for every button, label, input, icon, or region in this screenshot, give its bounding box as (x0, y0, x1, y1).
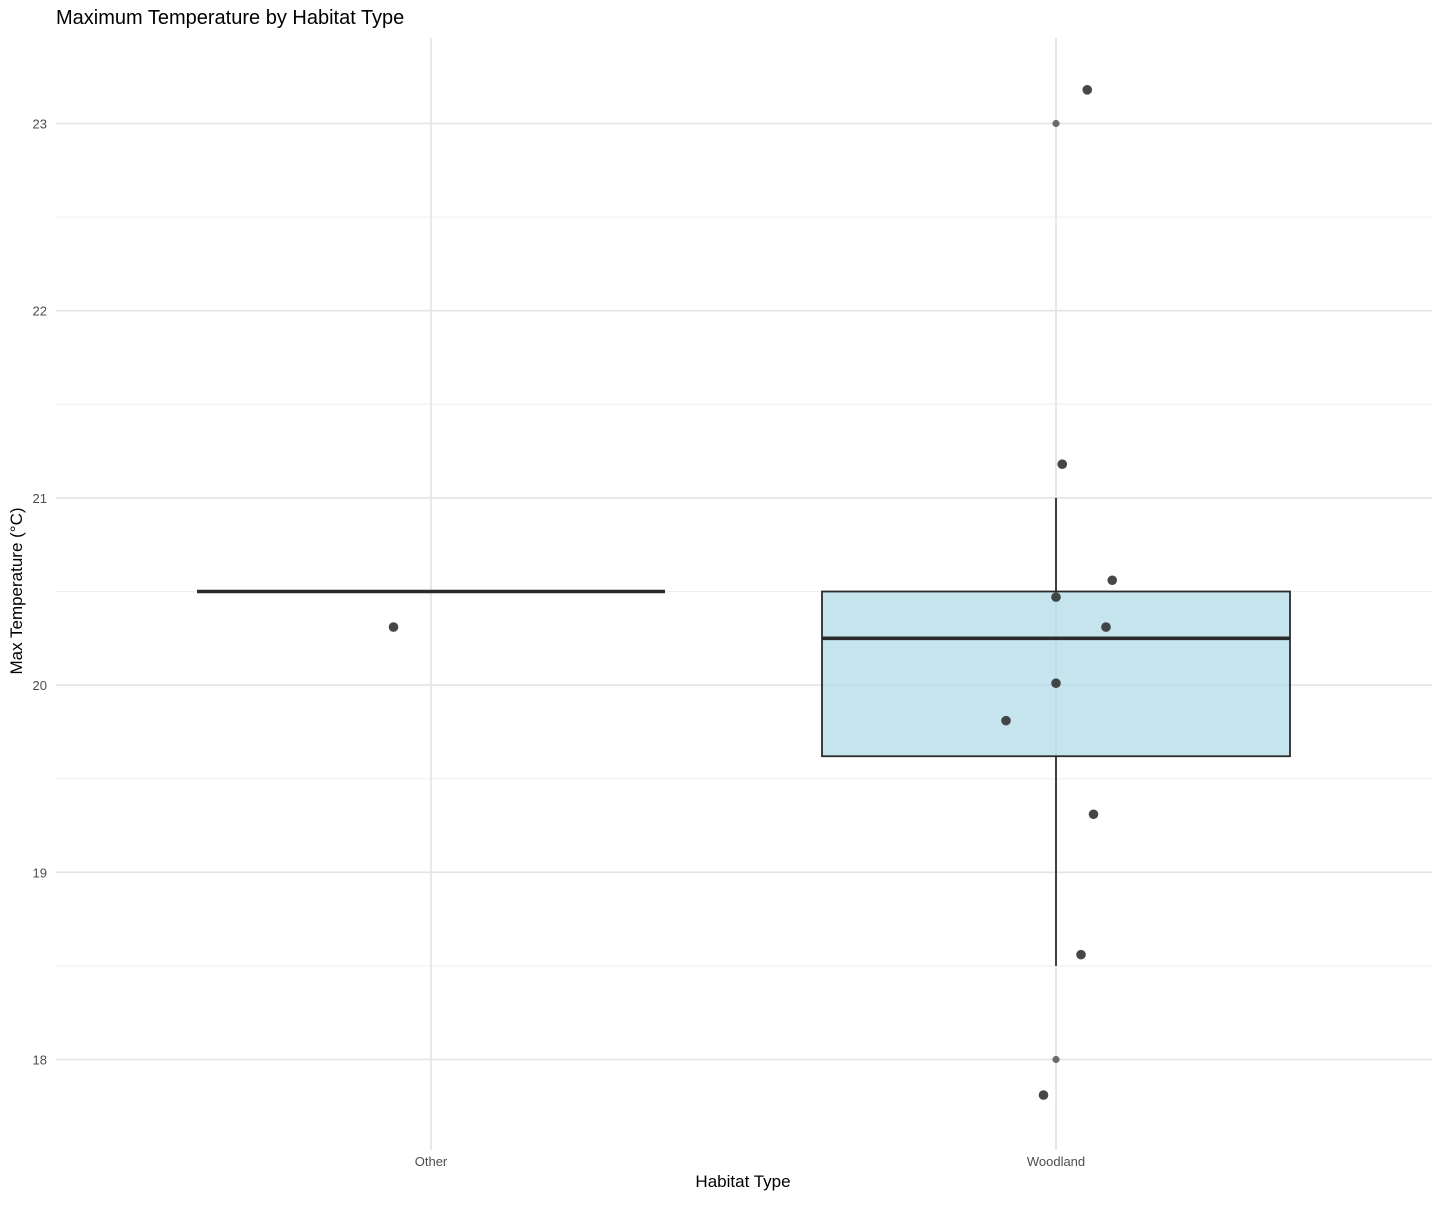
y-tick-label: 20 (33, 678, 47, 693)
data-point (1076, 949, 1086, 960)
y-axis-title: Max Temperature (°C) (7, 507, 26, 674)
data-point (1082, 85, 1093, 95)
data-point (1051, 678, 1061, 689)
tick-layer: 18 19 20 21 22 23 Other Woodland (33, 117, 1086, 1170)
point-layer (388, 85, 1118, 1100)
data-point (1038, 1090, 1049, 1100)
box-outlier-point (1052, 119, 1060, 128)
y-tick-label: 19 (33, 865, 47, 880)
data-point (1057, 459, 1068, 470)
chart-title: Maximum Temperature by Habitat Type (56, 7, 404, 29)
box-outlier-point (1052, 1055, 1060, 1064)
data-point (1001, 715, 1011, 726)
y-tick-label: 18 (33, 1053, 47, 1068)
x-tick-label: Woodland (1027, 1154, 1085, 1169)
box-body (821, 590, 1291, 758)
x-axis-title: Habitat Type (695, 1172, 790, 1191)
data-point (388, 622, 399, 632)
box-layer (197, 119, 1291, 1064)
y-tick-label: 22 (33, 304, 47, 319)
data-point (1101, 622, 1111, 632)
x-tick-label: Other (415, 1154, 448, 1169)
y-tick-label: 23 (33, 117, 47, 132)
data-point (1051, 592, 1061, 602)
data-point (1088, 809, 1099, 820)
data-point (1107, 575, 1118, 586)
y-tick-label: 21 (33, 491, 47, 506)
